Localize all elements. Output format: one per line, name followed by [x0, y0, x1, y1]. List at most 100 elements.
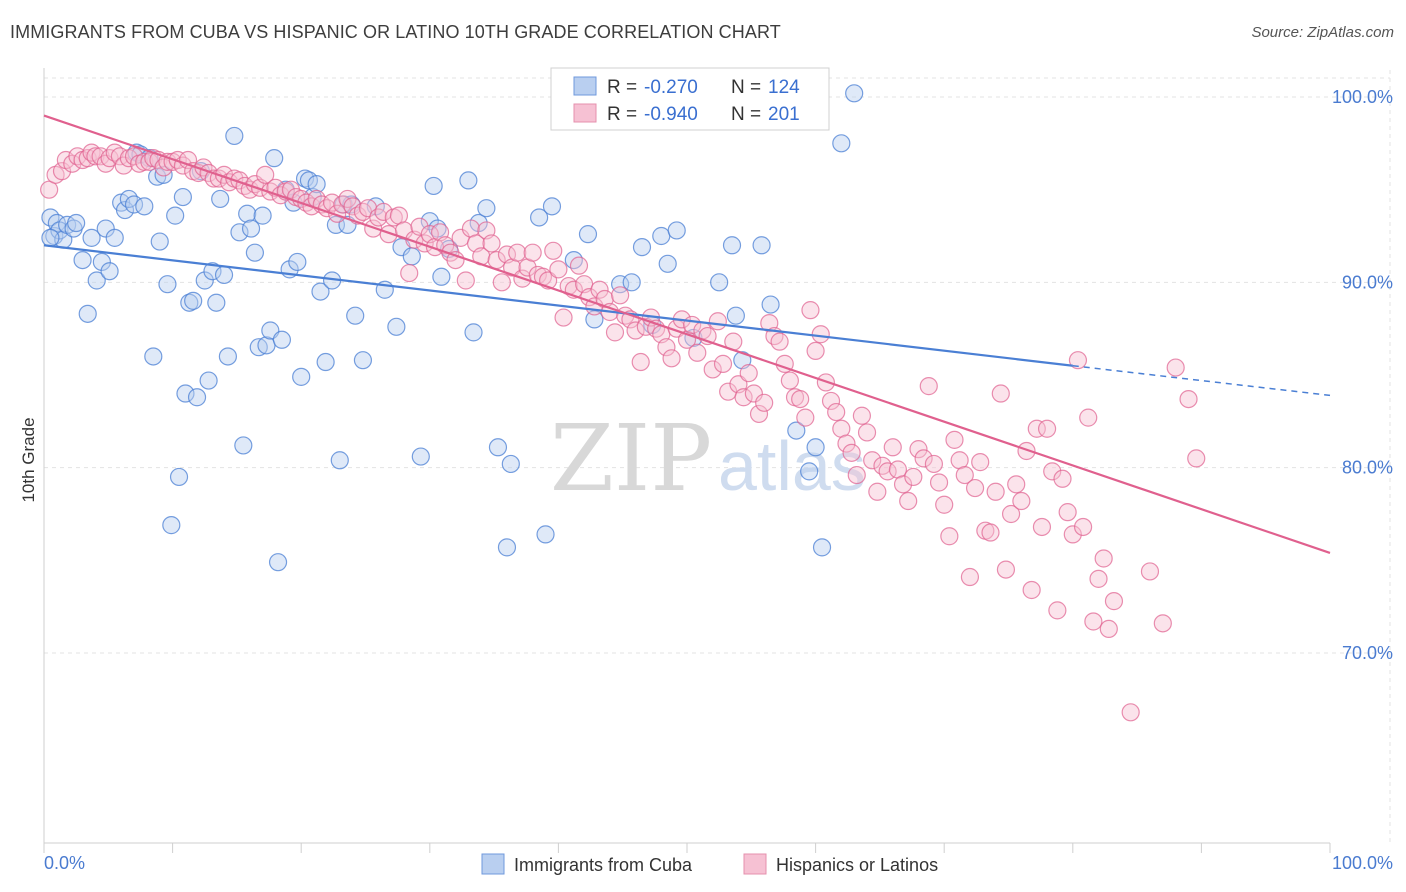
data-point-cuba	[265, 149, 284, 168]
data-point-hispanic	[1079, 408, 1098, 427]
data-point-hispanic	[343, 197, 362, 216]
data-point-hispanic	[873, 456, 892, 475]
data-point-hispanic	[734, 388, 753, 407]
data-point-hispanic	[605, 323, 625, 342]
data-point-hispanic	[1032, 517, 1052, 537]
data-point-cuba	[203, 262, 222, 281]
data-point-cuba	[73, 250, 92, 270]
data-point-hispanic	[940, 527, 959, 546]
legend-swatch-pink	[573, 103, 597, 123]
x-tick-label: 0.0%	[44, 853, 85, 873]
data-point-cuba	[199, 371, 218, 390]
data-point-hispanic	[703, 360, 722, 379]
data-point-hispanic	[410, 217, 429, 236]
data-point-hispanic	[914, 449, 933, 468]
data-point-hispanic	[755, 393, 774, 412]
data-point-hispanic	[400, 263, 419, 283]
data-point-cuba	[787, 421, 806, 440]
data-point-hispanic	[1153, 614, 1172, 633]
data-point-hispanic	[1140, 562, 1160, 581]
data-point-cuba	[67, 213, 86, 233]
bottom-legend-label-pink: Hispanics or Latinos	[776, 855, 938, 875]
x-tick-label: 100.0%	[1332, 853, 1393, 873]
y-tick-label: 90.0%	[1342, 272, 1393, 292]
data-point-cuba	[667, 221, 686, 240]
data-point-hispanic	[791, 389, 810, 409]
data-point-hispanic	[842, 443, 861, 462]
data-point-cuba	[195, 271, 214, 290]
trend-line-hispanic	[43, 114, 1331, 554]
data-point-hispanic	[996, 560, 1016, 579]
data-point-cuba	[241, 219, 261, 238]
y-tick-label: 80.0%	[1342, 458, 1393, 478]
data-point-hispanic	[456, 271, 475, 290]
data-point-hispanic	[904, 467, 923, 487]
legend-n-label-blue: N =	[731, 77, 761, 98]
data-point-hispanic	[1037, 419, 1057, 438]
data-point-hispanic	[379, 225, 398, 244]
data-point-cuba	[812, 538, 832, 557]
data-point-hispanic	[1166, 358, 1185, 377]
data-point-hispanic	[230, 171, 249, 190]
grid	[44, 70, 1391, 843]
data-point-cuba	[230, 223, 249, 242]
data-point-hispanic	[1017, 441, 1036, 461]
legend: R = -0.270 N = 124 R = -0.940 N = 201	[550, 67, 830, 131]
series-hispanics-or-latinos	[40, 143, 1206, 722]
trend-line-cuba-extension	[1072, 364, 1331, 397]
data-point-hispanic	[369, 208, 388, 227]
data-point-cuba	[585, 310, 604, 329]
data-point-cuba	[387, 317, 406, 336]
watermark: ZIP atlas	[550, 405, 866, 512]
data-point-cuba	[488, 438, 508, 457]
data-point-hispanic	[1001, 504, 1021, 524]
data-point-hispanic	[1073, 517, 1093, 537]
data-point-hispanic	[811, 325, 830, 344]
data-point-cuba	[464, 323, 483, 342]
watermark-zip: ZIP	[550, 405, 712, 512]
trend-line-cuba	[43, 244, 1073, 367]
data-point-cuba	[752, 236, 771, 255]
data-point-hispanic	[1068, 351, 1088, 370]
data-point-hispanic	[1099, 619, 1118, 639]
data-point-cuba	[542, 197, 562, 216]
data-point-cuba	[92, 252, 111, 272]
y-tick-label: 70.0%	[1342, 643, 1393, 663]
data-point-hispanic	[713, 354, 733, 373]
data-point-hispanic	[374, 202, 393, 222]
data-point-hispanic	[955, 465, 974, 485]
data-point-cuba	[477, 199, 496, 218]
legend-n-value-pink: 201	[768, 104, 800, 125]
data-point-hispanic	[981, 523, 1000, 542]
data-point-hispanic	[893, 475, 913, 494]
data-point-cuba	[119, 189, 138, 209]
data-point-hispanic	[523, 243, 542, 262]
legend-r-label-blue: R =	[607, 77, 637, 98]
data-point-hispanic	[1027, 419, 1046, 438]
data-point-cuba	[166, 206, 185, 225]
data-point-hispanic	[590, 280, 609, 299]
data-point-hispanic	[1084, 612, 1103, 631]
data-point-cuba	[632, 238, 652, 257]
data-point-hispanic	[924, 454, 944, 474]
data-point-hispanic	[796, 408, 815, 427]
data-point-hispanic	[847, 465, 866, 485]
data-point-hispanic	[708, 312, 727, 331]
data-point-hispanic	[1094, 549, 1113, 568]
data-point-hispanic	[909, 440, 928, 459]
data-point-hispanic	[415, 234, 434, 253]
data-point-cuba	[115, 200, 135, 220]
data-point-hispanic	[256, 165, 275, 184]
data-point-hispanic	[52, 162, 72, 181]
data-point-cuba	[424, 176, 443, 196]
data-point-cuba	[501, 454, 520, 474]
data-point-hispanic	[1104, 592, 1124, 611]
data-point-hispanic	[827, 402, 846, 422]
data-point-cuba	[800, 462, 819, 481]
data-point-hispanic	[508, 243, 527, 262]
data-point-hispanic	[1063, 525, 1082, 544]
data-point-cuba	[238, 204, 257, 223]
bottom-legend-label-blue: Immigrants from Cuba	[514, 855, 693, 875]
data-point-cuba	[218, 347, 237, 366]
